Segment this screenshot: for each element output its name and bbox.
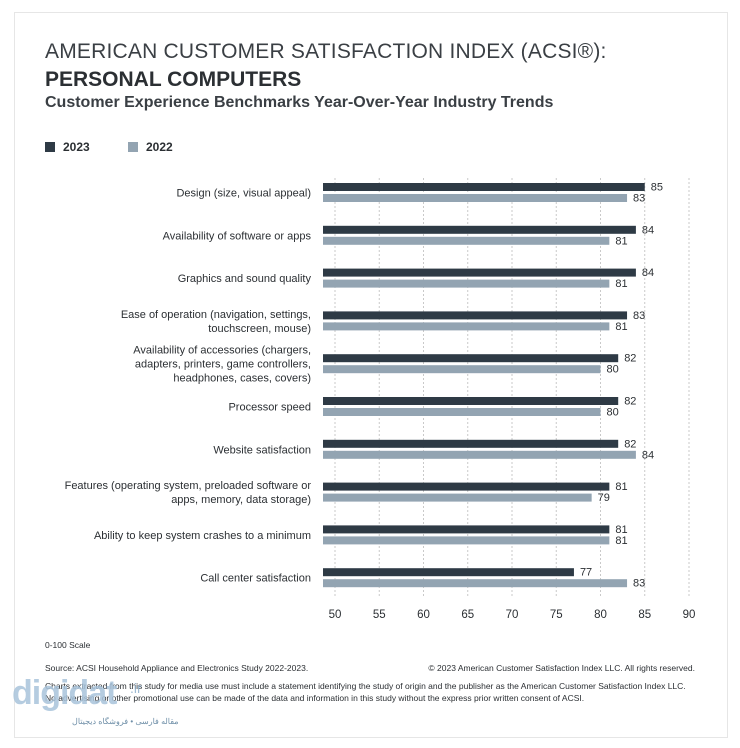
bar-2022-9: [323, 579, 628, 588]
watermark: digidat .ir مقاله فارسی • فروشگاه دیجیتا…: [12, 674, 179, 734]
x-tick-label-90: 90: [683, 609, 696, 621]
bar-2023-2: [323, 268, 636, 277]
bar-2023-4: [323, 354, 619, 363]
category-label-2-0: Graphics and sound quality: [178, 273, 312, 285]
category-label-7-0: Features (operating system, preloaded so…: [65, 480, 312, 492]
bar-2023-0: [323, 183, 645, 191]
value-label-2022-3: 81: [615, 321, 627, 333]
scale-note: 0-100 Scale: [45, 640, 91, 650]
bar-2022-1: [323, 236, 610, 245]
value-label-2022-2: 81: [615, 278, 627, 290]
chart-subtitle: Customer Experience Benchmarks Year-Over…: [45, 94, 554, 111]
disclaimer-line1: Charts extracted from this study for med…: [45, 681, 686, 691]
category-label-3-0: Ease of operation (navigation, settings,: [121, 309, 311, 321]
bar-2022-2: [323, 279, 610, 288]
value-label-2022-8: 81: [615, 535, 627, 547]
x-tick-label-80: 80: [594, 609, 607, 621]
value-label-2023-1: 84: [642, 224, 654, 236]
bar-2022-3: [323, 322, 610, 331]
legend-swatch-2023: [45, 142, 55, 152]
value-label-2023-3: 83: [633, 310, 645, 322]
category-label-3-1: touchscreen, mouse): [208, 323, 311, 335]
source-note: Source: ACSI Household Appliance and Ele…: [45, 663, 309, 673]
category-label-9-0: Call center satisfaction: [200, 573, 311, 585]
watermark-domain: .ir: [130, 680, 142, 696]
value-label-2023-5: 82: [624, 396, 636, 408]
value-label-2022-6: 84: [642, 449, 654, 461]
x-tick-label-55: 55: [373, 609, 386, 621]
bar-2023-1: [323, 225, 636, 234]
value-label-2023-2: 84: [642, 267, 654, 279]
legend-swatch-2022: [128, 142, 138, 152]
bar-2023-7: [323, 482, 610, 491]
bar-2022-4: [323, 365, 601, 374]
bar-2022-8: [323, 536, 610, 545]
bar-2022-0: [323, 194, 628, 202]
watermark-tagline: مقاله فارسی • فروشگاه دیجیتال: [72, 717, 179, 726]
bar-2023-8: [323, 525, 610, 534]
legend-label-2022: 2022: [146, 140, 173, 154]
legend-item-2023: 2023: [45, 140, 90, 154]
value-label-2023-9: 77: [580, 567, 592, 579]
category-label-4-1: adapters, printers, game controllers,: [135, 359, 311, 371]
value-label-2022-7: 79: [598, 492, 610, 504]
value-label-2022-5: 80: [607, 407, 619, 419]
x-tick-label-60: 60: [417, 609, 430, 621]
bar-2022-5: [323, 408, 601, 416]
chart-frame: [14, 12, 728, 738]
bar-2022-6: [323, 450, 636, 459]
bar-2022-7: [323, 493, 592, 502]
category-label-6-0: Website satisfaction: [213, 444, 311, 456]
value-label-2023-0: 85: [651, 182, 663, 194]
watermark-logo: digidat: [12, 674, 117, 712]
category-label-5-0: Processor speed: [228, 402, 311, 414]
legend-label-2023: 2023: [63, 140, 90, 154]
x-tick-label-70: 70: [506, 609, 519, 621]
bar-2023-9: [323, 568, 574, 577]
category-label-4-0: Availability of accessories (chargers,: [133, 345, 311, 357]
x-tick-label-65: 65: [461, 609, 474, 621]
value-label-2023-4: 82: [624, 353, 636, 365]
x-tick-label-85: 85: [638, 609, 651, 621]
value-label-2022-9: 83: [633, 578, 645, 590]
x-tick-label-50: 50: [329, 609, 342, 621]
chart-title-line1: AMERICAN CUSTOMER SATISFACTION INDEX (AC…: [45, 40, 607, 63]
copyright-note: © 2023 American Customer Satisfaction In…: [428, 663, 695, 673]
bar-2023-6: [323, 439, 619, 448]
value-label-2022-0: 83: [633, 193, 645, 205]
value-label-2022-4: 80: [607, 364, 619, 376]
chart-title-line2: PERSONAL COMPUTERS: [45, 68, 302, 91]
x-tick-label-75: 75: [550, 609, 563, 621]
value-label-2022-1: 81: [615, 235, 627, 247]
category-label-7-1: apps, memory, data storage): [171, 494, 311, 506]
category-label-4-2: headphones, cases, covers): [173, 373, 311, 385]
category-label-8-0: Ability to keep system crashes to a mini…: [94, 530, 311, 542]
bar-2023-5: [323, 397, 619, 405]
category-label-0-0: Design (size, visual appeal): [176, 188, 311, 200]
value-label-2023-7: 81: [615, 481, 627, 493]
value-label-2023-8: 81: [615, 524, 627, 536]
value-label-2023-6: 82: [624, 438, 636, 450]
bar-2023-3: [323, 311, 628, 320]
disclaimer-line2: No advertising or other promotional use …: [45, 693, 585, 703]
category-label-1-0: Availability of software or apps: [163, 230, 312, 242]
legend-item-2022: 2022: [128, 140, 173, 154]
